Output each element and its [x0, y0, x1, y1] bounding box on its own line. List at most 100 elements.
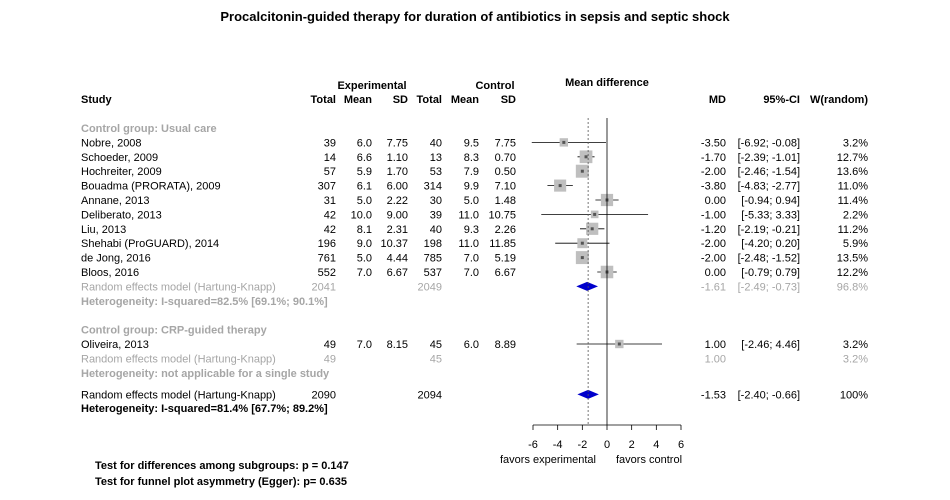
- ci-value: [-0.94; 0.94]: [741, 195, 800, 207]
- x-tick-label: -4: [553, 439, 563, 451]
- header-experimental: Experimental: [337, 80, 406, 92]
- x-tick-label: 6: [678, 439, 684, 451]
- c-total: 45: [430, 339, 442, 351]
- study-name: Annane, 2013: [81, 195, 150, 207]
- md-value: -1.20: [701, 224, 726, 236]
- header-md: MD: [709, 94, 726, 106]
- study-name: Schoeder, 2009: [81, 152, 158, 164]
- ci-value: [-2.39; -1.01]: [738, 152, 800, 164]
- ci-value: [-6.92; -0.08]: [738, 137, 800, 149]
- c-sd: 8.89: [495, 339, 516, 351]
- summary-label: Random effects model (Hartung-Knapp): [81, 389, 276, 401]
- e-total: 14: [324, 152, 336, 164]
- ci-value: [-2.46; -1.54]: [738, 166, 800, 178]
- summary-md: -1.61: [701, 281, 726, 293]
- subgroup-heterogeneity: Heterogeneity: not applicable for a sing…: [81, 368, 330, 380]
- e-sd: 1.70: [387, 166, 408, 178]
- point-estimate: [580, 241, 584, 245]
- c-mean: 11.0: [458, 238, 479, 250]
- study-name: Hochreiter, 2009: [81, 166, 162, 178]
- c-mean: 11.0: [458, 209, 479, 221]
- x-tick-label: 0: [604, 439, 610, 451]
- c-mean: 7.9: [464, 166, 479, 178]
- header-study: Study: [81, 94, 112, 106]
- e-total: 552: [318, 267, 336, 279]
- study-row: Bouadma (PRORATA), 2009 307 6.1 6.00 314 9.9 7…: [81, 179, 869, 193]
- chart-title: Procalcitonin-guided therapy for duratio…: [220, 9, 730, 24]
- c-total: 30: [430, 195, 442, 207]
- subgroup-summary-row: Random effects model (Hartung-Knapp) 2041…: [81, 281, 868, 293]
- ci-value: [-2.48; -1.52]: [738, 253, 800, 265]
- e-mean: 5.9: [357, 166, 372, 178]
- e-sd: 7.75: [387, 137, 408, 149]
- e-mean: 6.6: [357, 152, 372, 164]
- ci-value: [-0.79; 0.79]: [741, 267, 800, 279]
- summary-weight: 3.2%: [843, 353, 868, 365]
- study-row: Annane, 2013 31 5.0 2.22 30 5.0 1.48 0.00 [-0.94…: [81, 193, 868, 207]
- header-control: Control: [475, 80, 514, 92]
- e-total: 196: [318, 238, 336, 250]
- x-axis: -6 -4 -2 0 2 4 6: [528, 118, 684, 451]
- summary-md: 1.00: [705, 353, 726, 365]
- c-sd: 2.26: [495, 224, 516, 236]
- md-value: 1.00: [705, 339, 726, 351]
- e-mean: 6.0: [357, 137, 372, 149]
- e-total: 49: [324, 339, 336, 351]
- md-value: -3.80: [701, 181, 726, 193]
- c-total: 537: [424, 267, 442, 279]
- c-sd: 11.85: [489, 238, 516, 250]
- header-mean-difference: Mean difference: [565, 77, 649, 89]
- weight-value: 12.7%: [837, 152, 868, 164]
- x-tick-label: 2: [629, 439, 635, 451]
- study-name: de Jong, 2016: [81, 253, 151, 265]
- c-total: 198: [424, 238, 442, 250]
- c-sd: 0.50: [495, 166, 516, 178]
- ci-value: [-2.46; 4.46]: [741, 339, 800, 351]
- weight-value: 3.2%: [843, 137, 868, 149]
- weight-value: 11.0%: [838, 181, 869, 193]
- study-row: de Jong, 2016 761 5.0 4.44 785 7.0 5.19 -2.00 [-…: [81, 251, 868, 265]
- md-value: -2.00: [701, 166, 726, 178]
- c-mean: 9.5: [464, 137, 479, 149]
- x-label-favors-experimental: favors experimental: [500, 454, 596, 466]
- c-mean: 5.0: [464, 195, 479, 207]
- md-value: -1.00: [701, 209, 726, 221]
- e-mean: 7.0: [357, 339, 372, 351]
- md-value: -2.00: [701, 238, 726, 250]
- point-estimate: [580, 169, 584, 173]
- summary-e-total: 2090: [312, 389, 336, 401]
- e-mean: 5.0: [357, 195, 372, 207]
- c-sd: 7.75: [495, 137, 516, 149]
- header-c-mean: Mean: [451, 94, 479, 106]
- summary-md: -1.53: [701, 389, 726, 401]
- e-sd: 2.31: [387, 224, 408, 236]
- c-mean: 9.9: [464, 181, 479, 193]
- study-row: Schoeder, 2009 14 6.6 1.10 13 8.3 0.70 -1.70 [-2…: [81, 150, 868, 164]
- c-mean: 7.0: [464, 253, 479, 265]
- e-total: 39: [324, 137, 336, 149]
- summary-e-total: 49: [324, 353, 336, 365]
- e-total: 31: [324, 195, 336, 207]
- study-name: Bloos, 2016: [81, 267, 139, 279]
- study-name: Deliberato, 2013: [81, 209, 162, 221]
- overall-heterogeneity: Heterogeneity: I-squared=81.4% [67.7%; 8…: [81, 403, 328, 415]
- ci-value: [-2.19; -0.21]: [738, 224, 800, 236]
- e-mean: 10.0: [351, 209, 372, 221]
- e-mean: 9.0: [357, 238, 372, 250]
- subgroup-heterogeneity: Heterogeneity: I-squared=82.5% [69.1%; 9…: [81, 296, 328, 308]
- subgroup-label: Control group: CRP-guided therapy: [81, 325, 268, 337]
- e-mean: 6.1: [357, 181, 372, 193]
- e-total: 57: [324, 166, 336, 178]
- md-value: 0.00: [705, 267, 726, 279]
- ci-value: [-4.83; -2.77]: [738, 181, 800, 193]
- c-sd: 10.75: [488, 209, 516, 221]
- weight-value: 13.6%: [837, 166, 868, 178]
- point-estimate: [584, 155, 588, 159]
- c-total: 40: [430, 137, 442, 149]
- point-estimate: [562, 140, 566, 144]
- study-name: Nobre, 2008: [81, 137, 142, 149]
- study-row: Hochreiter, 2009 57 5.9 1.70 53 7.9 0.50 -2.00 […: [81, 164, 868, 178]
- md-value: -3.50: [701, 137, 726, 149]
- x-tick-label: 4: [653, 439, 659, 451]
- e-sd: 8.15: [387, 339, 408, 351]
